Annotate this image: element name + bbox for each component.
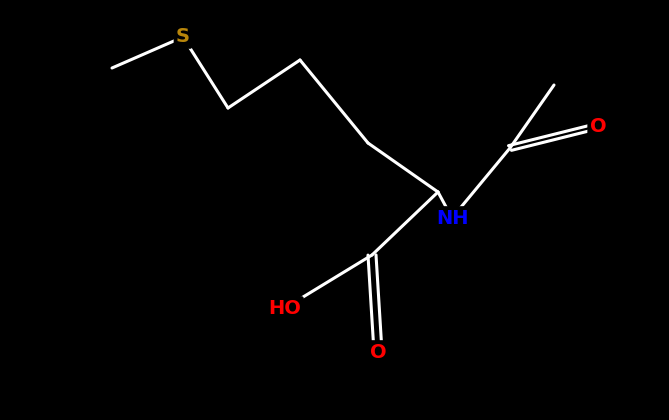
Text: NH: NH — [436, 208, 468, 228]
Text: O: O — [589, 116, 606, 136]
Text: S: S — [176, 27, 190, 47]
Text: O: O — [370, 342, 386, 362]
Text: HO: HO — [268, 299, 302, 318]
